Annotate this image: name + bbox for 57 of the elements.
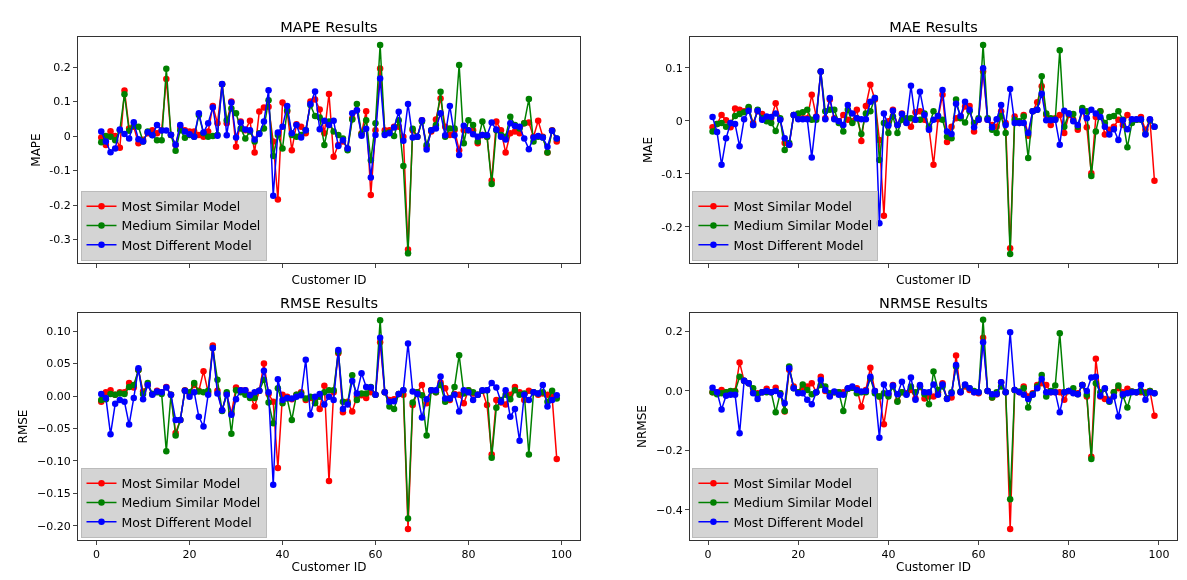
x-axis-title: Customer ID bbox=[291, 272, 367, 287]
y-tick-label: -0.2 bbox=[49, 198, 71, 212]
x-tick-label: 20 bbox=[182, 548, 197, 562]
legend-label: Most Different Model bbox=[121, 237, 252, 253]
y-tick-label: 0.1 bbox=[665, 61, 683, 75]
y-tick-label: -0.3 bbox=[49, 233, 71, 247]
y-tick-label: 0.1 bbox=[53, 95, 71, 109]
legend-label: Most Similar Model bbox=[121, 476, 241, 492]
y-tick-label: 0 bbox=[63, 129, 71, 143]
y-tick-label: 0.05 bbox=[46, 357, 71, 371]
legend-label: Medium Similar Model bbox=[121, 495, 261, 511]
y-axis-title: MAPE bbox=[28, 133, 43, 167]
y-axis-title: NRMSE bbox=[635, 405, 650, 448]
y-tick-label: 0 bbox=[675, 114, 683, 128]
x-axis-title: Customer ID bbox=[291, 560, 367, 575]
y-tick-label: −0.15 bbox=[37, 487, 71, 501]
legend-label: Most Different Model bbox=[121, 514, 252, 530]
x-tick-label: 40 bbox=[881, 548, 896, 562]
y-tick-label: -0.1 bbox=[661, 167, 683, 181]
y-tick-label: −0.20 bbox=[37, 519, 71, 533]
x-tick-label: 20 bbox=[791, 548, 806, 562]
legend-label: Medium Similar Model bbox=[121, 218, 261, 234]
x-tick-label: 60 bbox=[971, 548, 986, 562]
legend-label: Most Similar Model bbox=[733, 199, 853, 215]
y-tick-label: -0.2 bbox=[661, 220, 683, 234]
y-tick-label: 0.00 bbox=[46, 389, 71, 403]
y-tick-label: −0.05 bbox=[37, 422, 71, 436]
y-tick-label: 0.0 bbox=[665, 384, 683, 398]
y-tick-label: −0.4 bbox=[656, 503, 683, 517]
y-tick-label: -0.1 bbox=[49, 164, 71, 178]
legend-label: Medium Similar Model bbox=[733, 218, 873, 234]
y-tick-label: 0.2 bbox=[665, 325, 683, 339]
y-tick-label: −0.10 bbox=[37, 454, 71, 468]
x-tick-label: 80 bbox=[461, 548, 476, 562]
x-axis-title: Customer ID bbox=[896, 560, 971, 575]
legend-label: Most Similar Model bbox=[733, 476, 853, 492]
y-tick-label: 0.10 bbox=[46, 325, 71, 339]
x-tick-label: 0 bbox=[704, 548, 712, 562]
legend-label: Most Different Model bbox=[733, 514, 864, 530]
chart-title: MAPE Results bbox=[280, 19, 378, 35]
x-tick-label: 60 bbox=[368, 548, 383, 562]
y-tick-label: 0.2 bbox=[53, 60, 71, 74]
legend-label: Medium Similar Model bbox=[733, 495, 873, 511]
x-tick-label: 0 bbox=[93, 548, 101, 562]
chart-title: NRMSE Results bbox=[879, 295, 988, 311]
legend-label: Most Different Model bbox=[733, 237, 864, 253]
chart-title: RMSE Results bbox=[280, 295, 378, 311]
y-tick-label: −0.2 bbox=[656, 444, 683, 458]
x-tick-label: 80 bbox=[1061, 548, 1076, 562]
y-axis-title: RMSE bbox=[16, 409, 31, 444]
x-tick-label: 100 bbox=[1148, 548, 1170, 562]
chart-title: MAE Results bbox=[889, 19, 978, 35]
legend-label: Most Similar Model bbox=[121, 199, 241, 215]
x-tick-label: 40 bbox=[275, 548, 290, 562]
x-axis-title: Customer ID bbox=[896, 272, 971, 287]
y-axis-title: MAE bbox=[640, 136, 655, 164]
x-tick-label: 100 bbox=[550, 548, 572, 562]
